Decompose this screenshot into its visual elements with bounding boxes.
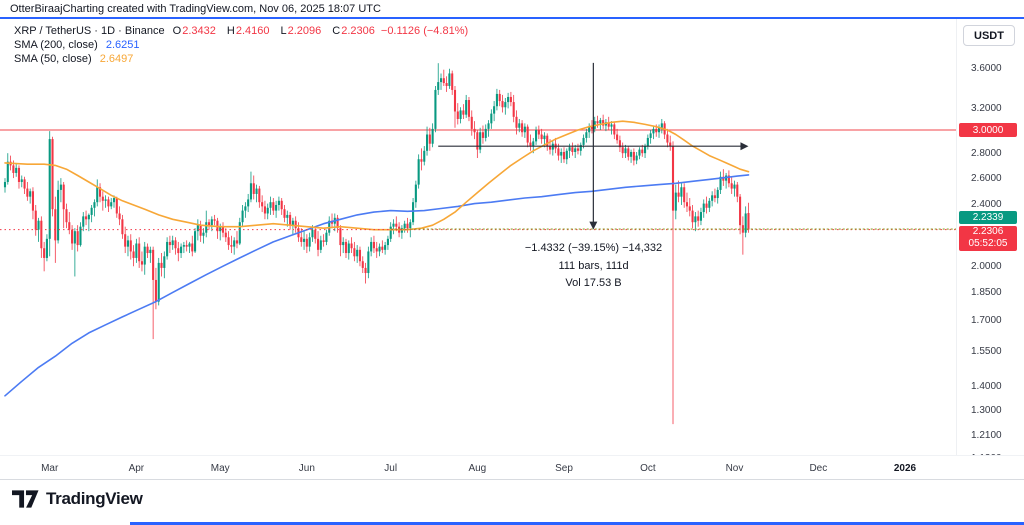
time-tick-label-mar: Mar [41, 463, 59, 474]
close-value: 2.2306 [341, 25, 375, 37]
price-tick-label: 1.3000 [971, 405, 1002, 417]
measure-tool-label[interactable]: −1.4332 (−39.15%) −14,332 111 bars, 111d… [443, 240, 744, 293]
high-label: H [226, 25, 235, 37]
price-tick-label: 3.2000 [971, 102, 1002, 114]
legend-sma200-row[interactable]: SMA (200, close) 2.6251 [14, 39, 468, 52]
time-tick-label-oct: Oct [640, 463, 656, 474]
time-axis[interactable]: Mar Apr May Jun Jul Aug Sep Oct Nov Dec 2026 [0, 455, 1024, 480]
time-tick-label-may: May [210, 463, 230, 474]
top-accent-divider [0, 17, 1024, 19]
time-tick-label-sep: Sep [555, 463, 573, 474]
close-label: C [332, 25, 341, 37]
symbol-title[interactable]: XRP / TetherUS · 1D · Binance [14, 25, 165, 37]
change-value: −0.1126 (−4.81%) [380, 25, 469, 37]
time-tick-label-jun: Jun [298, 463, 315, 474]
last-price-value: 2.2306 [972, 226, 1004, 238]
measure-price-change: −1.4332 (−39.15%) −14,332 [524, 242, 663, 254]
price-tick-label: 2.4000 [971, 199, 1002, 211]
open-value: 2.3432 [182, 25, 216, 37]
bottom-accent-divider [130, 522, 1024, 525]
tradingview-logo[interactable]: TradingView [12, 489, 143, 509]
footer-divider [0, 479, 1024, 480]
price-tick-label: 1.7000 [971, 315, 1002, 327]
legend: XRP / TetherUS · 1D · Binance O2.3432 H2.… [14, 25, 468, 67]
time-tick-label-nov: Nov [725, 463, 744, 474]
price-tick-label: 3.6000 [971, 63, 1002, 75]
sma200-label: SMA (200, close) [14, 39, 98, 51]
footer: TradingView [0, 480, 1024, 525]
price-tick-label: 2.6000 [971, 172, 1002, 184]
price-tick-label: 1.8500 [971, 286, 1002, 298]
header-bar: OtterBiraajCharting created with Trading… [0, 0, 1024, 17]
currency-toggle-button[interactable]: USDT [963, 25, 1015, 46]
measure-bar-count: 111 bars, 111d [558, 259, 629, 272]
price-tick-label: 2.8000 [971, 147, 1002, 159]
low-label: L [280, 25, 287, 37]
price-tick-label: 1.2100 [971, 429, 1002, 441]
last-price-badge: 2.2306 05:52:05 [959, 225, 1017, 251]
price-tick-label: 2.0000 [971, 260, 1002, 272]
chart-plot-pane[interactable] [0, 19, 956, 455]
measure-volume: Vol 17.53 B [565, 277, 622, 289]
header-attribution-text: OtterBiraajCharting created with Trading… [10, 3, 381, 15]
low-value: 2.2096 [287, 25, 322, 37]
sma50-label: SMA (50, close) [14, 53, 92, 65]
sma200-value: 2.6251 [105, 39, 140, 51]
high-value: 2.4160 [235, 25, 270, 37]
bar-countdown: 05:52:05 [968, 238, 1008, 250]
price-tick-label: 1.4000 [971, 380, 1002, 392]
tradingview-logo-text: TradingView [46, 489, 143, 508]
resistance-price-badge: 3.0000 [959, 123, 1017, 137]
time-tick-label-dec: Dec [809, 463, 828, 474]
open-label: O [172, 25, 182, 37]
time-tick-label-apr: Apr [128, 463, 145, 474]
time-tick-label-2026: 2026 [893, 463, 917, 474]
time-tick-label-jul: Jul [384, 463, 398, 474]
time-tick-label-aug: Aug [468, 463, 487, 474]
price-tick-label: 1.5500 [971, 346, 1002, 358]
tradingview-logo-icon [12, 490, 39, 508]
sma50-value: 2.6497 [99, 53, 134, 65]
hline-price-badge: 2.2339 [959, 211, 1017, 225]
legend-sma50-row[interactable]: SMA (50, close) 2.6497 [14, 53, 468, 66]
legend-symbol-row[interactable]: XRP / TetherUS · 1D · Binance O2.3432 H2.… [14, 25, 468, 38]
price-axis[interactable]: USDT 3.6000 3.2000 2.8000 2.6000 2.4000 2.000… [956, 19, 1024, 464]
